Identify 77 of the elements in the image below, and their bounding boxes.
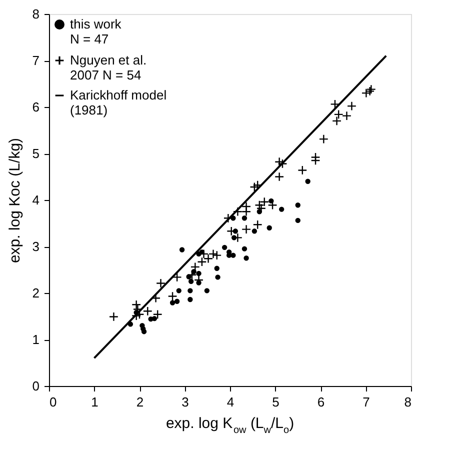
legend-label: this work N = 47 (70, 16, 122, 46)
point (174, 298, 180, 304)
x-tick-label: 6 (317, 394, 325, 410)
point (190, 262, 200, 272)
point (179, 247, 185, 252)
legend-label: Nguyen et al. 2007 N = 54 (70, 52, 147, 82)
point (212, 250, 222, 260)
point (156, 278, 166, 288)
x-tick-label: 3 (182, 394, 189, 410)
point (242, 202, 252, 212)
point (188, 278, 194, 284)
point (295, 202, 300, 208)
x-tick-label: 0 (50, 394, 57, 410)
point (142, 306, 152, 316)
point (197, 257, 207, 267)
y-tick-label: 5 (32, 146, 40, 161)
point (278, 158, 288, 169)
point (266, 225, 272, 230)
point (252, 228, 258, 234)
point (170, 300, 176, 306)
point (252, 220, 262, 230)
point (242, 216, 248, 221)
point (176, 288, 182, 294)
point (361, 88, 371, 98)
y-tick-label: 3 (32, 239, 40, 254)
point (188, 288, 193, 294)
point (260, 197, 270, 207)
point (242, 246, 248, 252)
point (141, 329, 147, 334)
point (215, 274, 220, 280)
point (222, 244, 228, 250)
point (318, 134, 328, 144)
point (196, 270, 202, 276)
x-tick-label: 8 (404, 394, 412, 410)
point (330, 99, 340, 109)
point (208, 249, 218, 259)
point (274, 157, 284, 167)
point (274, 172, 284, 182)
point (332, 116, 342, 126)
point (342, 111, 352, 121)
x-tick-label: 4 (226, 394, 234, 410)
point (204, 288, 210, 294)
point (214, 266, 220, 271)
point (268, 198, 274, 204)
point (152, 310, 162, 320)
point (256, 204, 266, 214)
point (172, 272, 182, 282)
point (232, 206, 242, 216)
y-tick-label: 7 (32, 53, 40, 68)
point (244, 256, 249, 261)
legend-label: Karickhoff model (1981) (70, 88, 167, 118)
y-tick-label: 1 (32, 332, 40, 347)
point (278, 206, 284, 212)
point (295, 218, 300, 224)
y-tick-label: 0 (32, 378, 40, 394)
point (305, 178, 310, 184)
point (334, 110, 344, 120)
x-tick-label: 7 (362, 394, 370, 410)
x-tick-label: 5 (272, 394, 280, 410)
point (188, 296, 193, 302)
y-tick-label: 2 (32, 286, 40, 300)
point (230, 252, 236, 258)
point (346, 101, 357, 111)
point (310, 156, 320, 166)
x-tick-label: 2 (136, 394, 144, 410)
point (168, 291, 178, 302)
y-tick-label: 4 (32, 192, 40, 208)
x-tick-label: 1 (91, 394, 98, 410)
point (254, 200, 264, 210)
point (298, 165, 308, 176)
point (108, 312, 118, 322)
point (250, 182, 260, 192)
point (242, 224, 252, 234)
y-axis-title: exp. log Koc (L/kg) (6, 138, 24, 264)
y-tick-label: 6 (32, 100, 40, 114)
point (152, 316, 158, 322)
y-tick-label: 8 (32, 6, 40, 22)
